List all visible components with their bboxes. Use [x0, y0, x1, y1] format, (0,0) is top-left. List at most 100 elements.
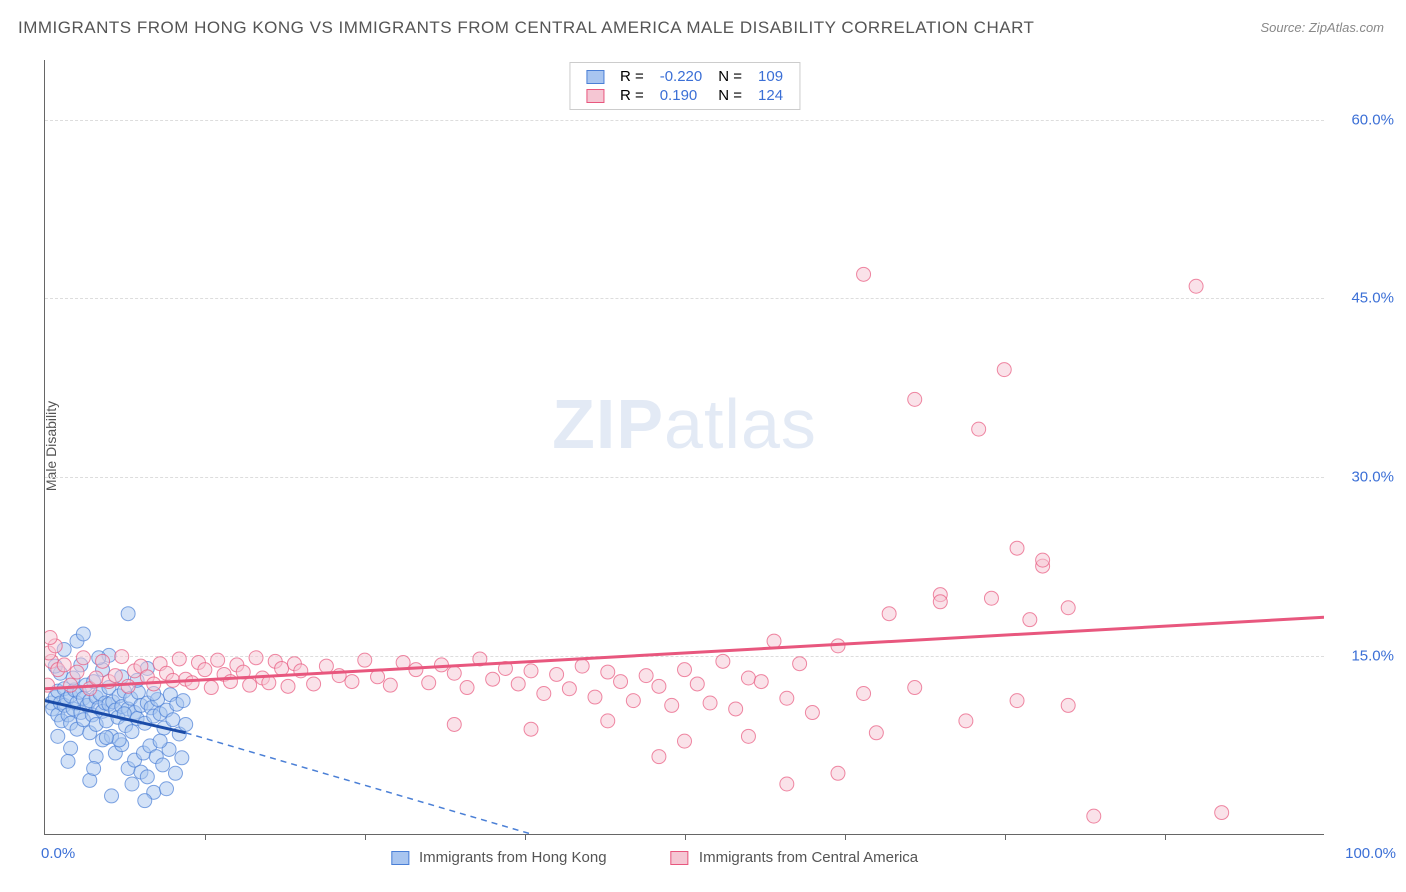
scatter-point [125, 777, 139, 791]
scatter-point [908, 392, 922, 406]
scatter-point [550, 667, 564, 681]
scatter-point [1087, 809, 1101, 823]
scatter-point [793, 657, 807, 671]
scatter-point [716, 654, 730, 668]
scatter-point [307, 677, 321, 691]
scatter-point [447, 717, 461, 731]
scatter-point [575, 659, 589, 673]
scatter-point [105, 789, 119, 803]
scatter-point [1010, 694, 1024, 708]
scatter-point [767, 634, 781, 648]
swatch-ca-icon [671, 851, 689, 865]
scatter-point [639, 669, 653, 683]
xtick [845, 834, 846, 840]
scatter-point [997, 363, 1011, 377]
scatter-point [281, 679, 295, 693]
scatter-point [869, 726, 883, 740]
ytick-label: 30.0% [1334, 469, 1394, 486]
scatter-point [166, 713, 180, 727]
ytick-label: 45.0% [1334, 290, 1394, 307]
scatter-point [371, 670, 385, 684]
scatter-point [741, 671, 755, 685]
scatter-point [61, 754, 75, 768]
scatter-point [780, 691, 794, 705]
scatter-point [156, 758, 170, 772]
scatter-point [601, 665, 615, 679]
xtick [365, 834, 366, 840]
scatter-point [959, 714, 973, 728]
series-legend: Immigrants from Hong Kong Immigrants fro… [391, 849, 978, 866]
scatter-point [690, 677, 704, 691]
scatter-point [175, 751, 189, 765]
scatter-point [562, 682, 576, 696]
scatter-point [601, 714, 615, 728]
scatter-point [138, 794, 152, 808]
scatter-point [537, 686, 551, 700]
scatter-point [524, 722, 538, 736]
xtick-right: 100.0% [1345, 845, 1396, 862]
scatter-point [45, 631, 57, 645]
scatter-point [358, 653, 372, 667]
scatter-point [652, 679, 666, 693]
scatter-point [96, 654, 110, 668]
scatter-point [125, 725, 139, 739]
scatter-point [160, 782, 174, 796]
swatch-hk-icon [586, 70, 604, 84]
scatter-point [121, 607, 135, 621]
scatter-point [70, 665, 84, 679]
scatter-svg [45, 60, 1324, 834]
scatter-point [121, 679, 135, 693]
chart-title: IMMIGRANTS FROM HONG KONG VS IMMIGRANTS … [18, 18, 1034, 38]
scatter-point [729, 702, 743, 716]
xtick-left: 0.0% [41, 845, 75, 862]
scatter-point [319, 659, 333, 673]
scatter-point [678, 734, 692, 748]
scatter-point [626, 694, 640, 708]
scatter-point [275, 661, 289, 675]
scatter-point [588, 690, 602, 704]
swatch-ca-icon [586, 89, 604, 103]
scatter-point [652, 750, 666, 764]
scatter-point [1036, 553, 1050, 567]
scatter-point [857, 686, 871, 700]
scatter-point [984, 591, 998, 605]
scatter-point [179, 717, 193, 731]
scatter-point [422, 676, 436, 690]
scatter-point [383, 678, 397, 692]
scatter-point [1215, 806, 1229, 820]
scatter-point [57, 658, 71, 672]
scatter-point [780, 777, 794, 791]
legend-row-2: R = 0.190 N = 124 [578, 86, 791, 105]
scatter-point [933, 595, 947, 609]
scatter-point [89, 671, 103, 685]
scatter-point [172, 652, 186, 666]
scatter-point [64, 741, 78, 755]
xtick [205, 834, 206, 840]
scatter-point [447, 666, 461, 680]
scatter-point [99, 731, 113, 745]
scatter-point [460, 681, 474, 695]
swatch-hk-icon [391, 851, 409, 865]
scatter-point [176, 694, 190, 708]
ytick-label: 15.0% [1334, 648, 1394, 665]
scatter-point [108, 669, 122, 683]
xtick [1005, 834, 1006, 840]
scatter-point [1023, 613, 1037, 627]
scatter-point [115, 650, 129, 664]
scatter-point [511, 677, 525, 691]
scatter-point [524, 664, 538, 678]
scatter-point [153, 734, 167, 748]
scatter-point [243, 678, 257, 692]
correlation-legend: R = -0.220 N = 109 R = 0.190 N = 124 [569, 62, 800, 110]
scatter-point [198, 663, 212, 677]
plot-area: ZIPatlas 15.0%30.0%45.0%60.0% R = -0.220… [44, 60, 1324, 835]
scatter-point [211, 653, 225, 667]
xtick [525, 834, 526, 840]
legend-row-1: R = -0.220 N = 109 [578, 67, 791, 86]
scatter-point [1061, 601, 1075, 615]
scatter-point [805, 706, 819, 720]
scatter-point [665, 698, 679, 712]
scatter-point [204, 681, 218, 695]
scatter-point [140, 770, 154, 784]
scatter-point [64, 678, 78, 692]
